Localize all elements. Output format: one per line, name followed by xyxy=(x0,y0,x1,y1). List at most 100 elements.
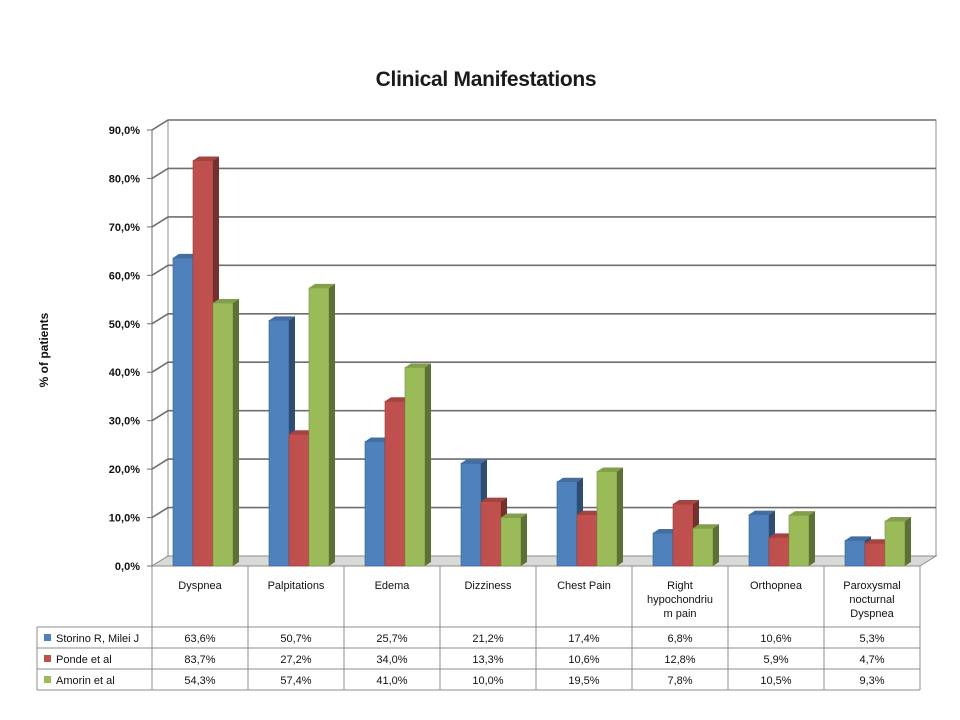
legend-entry: Amorin et al xyxy=(56,675,115,687)
data-table: Dyspnea Palpitations Edema Dizziness Chest P… xyxy=(36,566,921,691)
bar-top xyxy=(653,529,679,534)
bar-side xyxy=(233,298,239,566)
bar-front xyxy=(308,287,330,567)
category-label: Right xyxy=(667,580,693,592)
bar-front xyxy=(364,441,386,567)
bar xyxy=(596,467,623,567)
y-tick-label: 70,0% xyxy=(109,222,140,234)
data-label: 25,7% xyxy=(376,633,407,645)
bar xyxy=(500,513,527,567)
bar-side xyxy=(809,511,815,566)
gridlines xyxy=(151,119,936,519)
category-label: Edema xyxy=(375,580,411,592)
category-label: Orthopnea xyxy=(750,580,803,592)
data-label: 17,4% xyxy=(568,633,599,645)
bar-front xyxy=(500,517,522,567)
gridline xyxy=(151,264,936,277)
gridline xyxy=(151,167,936,180)
bar xyxy=(212,298,239,567)
data-label: 12,8% xyxy=(664,654,695,666)
bar-front xyxy=(268,320,290,567)
bar-front xyxy=(192,160,214,567)
bar-front xyxy=(172,257,194,567)
y-axis-label: % of patients xyxy=(37,312,51,387)
gridline xyxy=(151,216,936,228)
bar-top xyxy=(557,477,583,482)
category-label: Dyspnea xyxy=(850,608,894,620)
data-label: 10,5% xyxy=(760,675,791,687)
legend-swatch xyxy=(44,634,51,641)
bar-side xyxy=(425,363,431,566)
bar xyxy=(308,283,335,567)
legend-entry: Ponde et al xyxy=(56,654,112,666)
y-tick-label: 40,0% xyxy=(109,367,140,379)
gridline xyxy=(151,409,936,422)
bar-top xyxy=(865,539,891,544)
data-label: 10,6% xyxy=(568,654,599,666)
bar-front xyxy=(460,462,482,567)
bar-front xyxy=(884,520,906,567)
category-label: Dyspnea xyxy=(178,580,222,592)
bar-front xyxy=(768,537,790,567)
gridline xyxy=(151,119,936,131)
category-label: hypochondriu xyxy=(647,594,713,606)
bar-front xyxy=(212,302,234,567)
category-label: nocturnal xyxy=(849,594,894,606)
gridline xyxy=(151,458,936,470)
bar-front xyxy=(748,514,770,567)
bar-side xyxy=(905,516,911,566)
category-label: Palpitations xyxy=(268,580,325,592)
y-axis: 0,0% 10,0% 20,0% 30,0% 40,0% 50,0% 60,0% 70,0% 8… xyxy=(109,125,153,573)
bar-top xyxy=(501,513,527,518)
bar-top xyxy=(385,397,411,402)
y-tick-label: 30,0% xyxy=(109,416,140,428)
bar-top xyxy=(597,467,623,472)
bar-front xyxy=(556,481,578,567)
bar-top xyxy=(289,430,315,435)
data-label: 21,2% xyxy=(472,633,503,645)
bar-side xyxy=(617,467,623,566)
bar xyxy=(788,511,815,567)
data-label: 41,0% xyxy=(376,675,407,687)
data-label: 63,6% xyxy=(184,633,215,645)
bar-front xyxy=(672,503,694,567)
bar-top xyxy=(193,156,219,161)
bar-front xyxy=(384,400,406,567)
bar-front xyxy=(864,542,886,567)
bar-side xyxy=(521,513,527,566)
bar-top xyxy=(845,536,871,541)
data-label: 19,5% xyxy=(568,675,599,687)
bar-front xyxy=(844,540,866,567)
bar-top xyxy=(173,253,199,258)
data-label: 83,7% xyxy=(184,654,215,666)
data-label: 7,8% xyxy=(667,675,692,687)
bar-top xyxy=(365,437,391,442)
gridline xyxy=(151,312,936,325)
data-label: 27,2% xyxy=(280,654,311,666)
data-label: 6,8% xyxy=(667,633,692,645)
y-tick-label: 90,0% xyxy=(109,125,140,137)
bar-front xyxy=(788,514,810,567)
data-label: 13,3% xyxy=(472,654,503,666)
bar-top xyxy=(269,316,295,321)
gridline xyxy=(151,361,936,373)
bar-side xyxy=(713,524,719,566)
data-label: 10,6% xyxy=(760,633,791,645)
data-label: 4,7% xyxy=(859,654,884,666)
y-tick-label: 50,0% xyxy=(109,319,140,331)
data-label: 10,0% xyxy=(472,675,503,687)
legend-swatch xyxy=(44,676,51,683)
category-label: Dizziness xyxy=(464,580,512,592)
bar-top xyxy=(885,516,911,521)
bar-front xyxy=(576,514,598,567)
side-wall xyxy=(151,119,169,567)
category-label: Paroxysmal xyxy=(843,580,900,592)
category-label: Chest Pain xyxy=(557,580,611,592)
bar-top xyxy=(309,283,335,288)
data-label: 54,3% xyxy=(184,675,215,687)
data-label: 50,7% xyxy=(280,633,311,645)
legend-entry: Storino R, Milei J xyxy=(56,633,139,645)
bar-top xyxy=(769,533,795,538)
bars xyxy=(172,156,911,567)
